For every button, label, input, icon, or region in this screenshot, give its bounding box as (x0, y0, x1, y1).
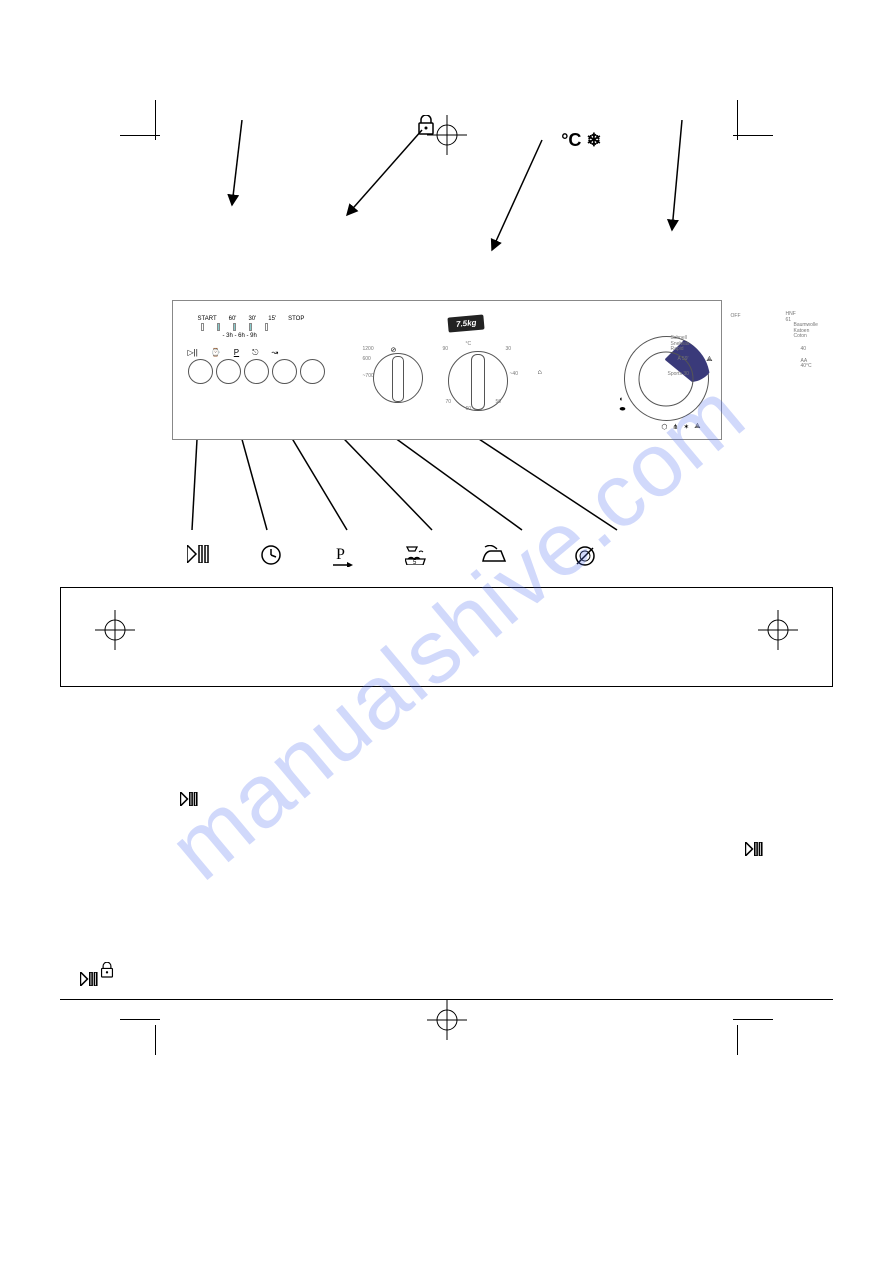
play-pause-icon (180, 792, 198, 809)
play-pause-icon (80, 972, 98, 989)
delay-button (216, 359, 241, 384)
lock-icon (417, 115, 435, 138)
crop-mark (155, 1025, 156, 1055)
buttons-row (188, 359, 325, 384)
crop-mark (120, 1019, 160, 1020)
lock-icon (100, 962, 114, 983)
crop-mark (733, 1019, 773, 1020)
timing-labels: - 3h - 6h - 9h (223, 333, 257, 339)
svg-text:5: 5 (413, 560, 417, 565)
control-panel: START 60' 30' 15' STOP - 3h - 6h - 9h ▷|… (172, 300, 722, 440)
program-knob (624, 336, 709, 421)
panel-indicator-labels: START 60' 30' 15' STOP (198, 316, 305, 322)
registration-mark (427, 1000, 467, 1040)
control-panel-diagram: °C ❄ START (172, 200, 722, 572)
rinse-button (272, 359, 297, 384)
spin-button (300, 359, 325, 384)
prewash-button (244, 359, 269, 384)
spin-speed-knob (373, 353, 423, 403)
capacity-badge: 7.5kg (447, 314, 485, 332)
bottom-rule (60, 999, 833, 1000)
info-box (60, 587, 833, 687)
body-text-area (60, 702, 833, 902)
crop-mark (737, 1025, 738, 1055)
play-pause-icon (745, 842, 763, 859)
temp-cold-label: °C ❄ (561, 130, 601, 151)
start-pause-button (188, 359, 213, 384)
button-icons-row: ▷|| ⌚ P ⎋ ↝ (188, 348, 279, 358)
